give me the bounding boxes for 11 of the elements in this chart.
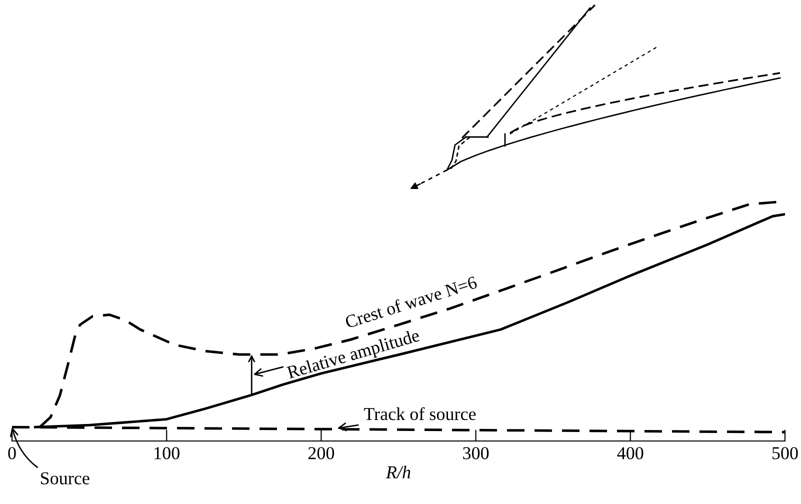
x-tick-label: 500 <box>772 447 798 460</box>
x-tick-label: 200 <box>308 447 334 460</box>
annotation: Relative amplitude <box>286 328 422 382</box>
text: Crest of wave N=6 <box>344 275 478 328</box>
x-axis-title: R/h <box>386 466 410 478</box>
annotation: Source <box>41 472 90 484</box>
x-tick-label: 0 <box>8 447 16 460</box>
x-tick-label: 100 <box>154 447 180 460</box>
x-tick-label: 300 <box>463 447 489 460</box>
x-tick-label: 400 <box>617 447 644 460</box>
annotation: Track of source <box>364 407 476 420</box>
